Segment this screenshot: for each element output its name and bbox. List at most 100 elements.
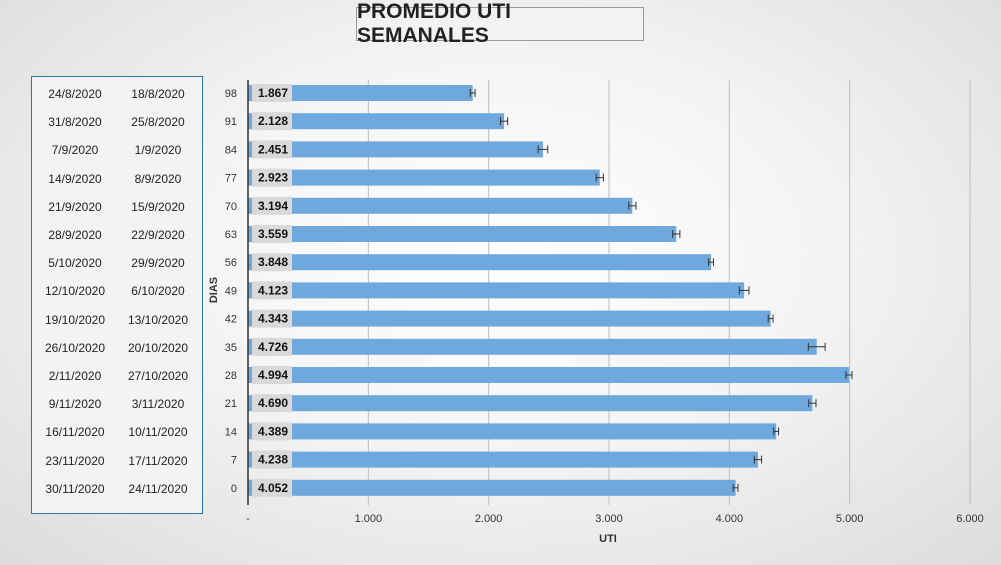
date-range-end: 2/11/2020 (48, 369, 102, 383)
data-label-bg (252, 422, 292, 441)
x-tick-label: 6.000 (956, 513, 984, 525)
date-range-end: 24/8/2020 (48, 87, 102, 101)
y-axis-title: DIAS (208, 277, 220, 303)
data-label-bg (252, 394, 292, 413)
y-tick-label: 49 (225, 285, 237, 297)
date-range-start: 20/10/2020 (127, 340, 189, 355)
data-label-bg (252, 366, 292, 384)
data-label: 4.343 (258, 312, 288, 326)
date-range-end: 28/9/2020 (48, 228, 102, 242)
data-label-bg (252, 168, 292, 187)
x-tick-label: 2.000 (475, 513, 503, 525)
date-range-end: 9/11/2020 (48, 397, 102, 412)
date-range-end: 21/9/2020 (48, 199, 102, 214)
data-label-bg (252, 281, 292, 300)
data-label: 3.194 (258, 199, 288, 213)
data-label-bg (252, 225, 292, 243)
data-label: 3.559 (258, 227, 288, 241)
y-tick-label: 35 (225, 342, 237, 354)
bar (248, 395, 813, 412)
date-range-end: 16/11/2020 (45, 425, 105, 440)
data-label: 4.052 (258, 481, 288, 495)
bar (248, 451, 758, 468)
data-label: 4.238 (258, 453, 288, 467)
data-label-bg (252, 337, 292, 356)
data-label: 2.128 (258, 114, 288, 128)
data-label-bg (252, 450, 292, 469)
data-label: 4.690 (258, 396, 288, 410)
date-range-start: 25/8/2020 (131, 115, 185, 130)
date-range-start: 3/11/2020 (131, 397, 185, 412)
y-tick-label: 56 (225, 257, 237, 269)
y-tick-label: 91 (225, 116, 237, 128)
data-label-bg (252, 112, 292, 131)
date-range-start: 18/8/2020 (131, 87, 185, 101)
date-range-end: 30/11/2020 (45, 481, 105, 496)
date-range-end: 14/9/2020 (48, 171, 102, 186)
y-tick-label: 42 (225, 314, 237, 326)
date-range-start: 1/9/2020 (134, 143, 182, 158)
data-label-bg (252, 478, 292, 497)
y-tick-label: 70 (225, 201, 237, 213)
date-range-end: 26/10/2020 (44, 340, 106, 355)
data-label: 2.451 (258, 142, 288, 156)
x-tick-label: 1.000 (355, 513, 383, 525)
date-range-start: 29/9/2020 (131, 256, 185, 271)
date-range-end: 19/10/2020 (44, 312, 106, 327)
date-range-end: 31/8/2020 (48, 115, 102, 130)
data-label: 4.994 (258, 368, 288, 382)
data-label: 2.923 (258, 171, 288, 185)
bar (248, 338, 817, 355)
bar (248, 479, 736, 496)
data-label: 1.867 (258, 86, 288, 100)
bar (248, 367, 849, 383)
x-tick-label: 5.000 (836, 513, 864, 525)
date-range-end: 12/10/2020 (44, 284, 106, 299)
bar (248, 197, 633, 214)
bar (248, 423, 777, 440)
y-tick-label: 77 (225, 173, 237, 185)
date-range-end: 7/9/2020 (51, 143, 99, 158)
data-label: 4.726 (258, 340, 288, 354)
data-label-bg (252, 196, 292, 215)
date-range-panel (31, 76, 203, 514)
date-range-start: 13/10/2020 (127, 312, 189, 327)
bar (248, 141, 543, 158)
date-range-end: 5/10/2020 (48, 256, 102, 271)
bar (248, 113, 505, 130)
y-tick-label: 7 (231, 455, 237, 467)
date-range-end: 23/11/2020 (45, 453, 105, 468)
data-label: 3.848 (258, 255, 288, 269)
x-tick-label: 3.000 (595, 513, 623, 525)
x-tick-label: - (246, 513, 250, 525)
bar (248, 169, 600, 186)
date-range-start: 10/11/2020 (128, 425, 188, 440)
data-label-bg (252, 309, 292, 328)
y-tick-label: 21 (225, 398, 237, 410)
date-range-start: 8/9/2020 (134, 171, 182, 186)
date-range-start: 24/11/2020 (128, 481, 188, 496)
y-tick-label: 84 (225, 144, 237, 156)
bar (248, 254, 712, 271)
x-tick-label: 4.000 (716, 513, 744, 525)
bar (248, 282, 745, 299)
data-label-bg (252, 253, 292, 272)
data-label: 4.123 (258, 283, 288, 297)
y-tick-label: 28 (225, 370, 237, 382)
date-range-start: 17/11/2020 (128, 453, 188, 468)
date-range-start: 6/10/2020 (131, 284, 185, 299)
date-range-start: 15/9/2020 (131, 199, 185, 214)
x-axis-title: UTI (599, 533, 617, 545)
y-tick-label: 98 (225, 88, 237, 100)
data-label-bg (252, 140, 292, 159)
data-label: 4.389 (258, 424, 288, 438)
date-range-start: 27/10/2020 (127, 369, 189, 383)
data-label-bg (252, 84, 292, 102)
y-tick-label: 14 (225, 426, 237, 438)
y-tick-label: 0 (231, 483, 237, 495)
bar (248, 85, 473, 101)
bar (248, 310, 771, 327)
date-range-start: 22/9/2020 (131, 228, 185, 242)
bar (248, 226, 677, 242)
